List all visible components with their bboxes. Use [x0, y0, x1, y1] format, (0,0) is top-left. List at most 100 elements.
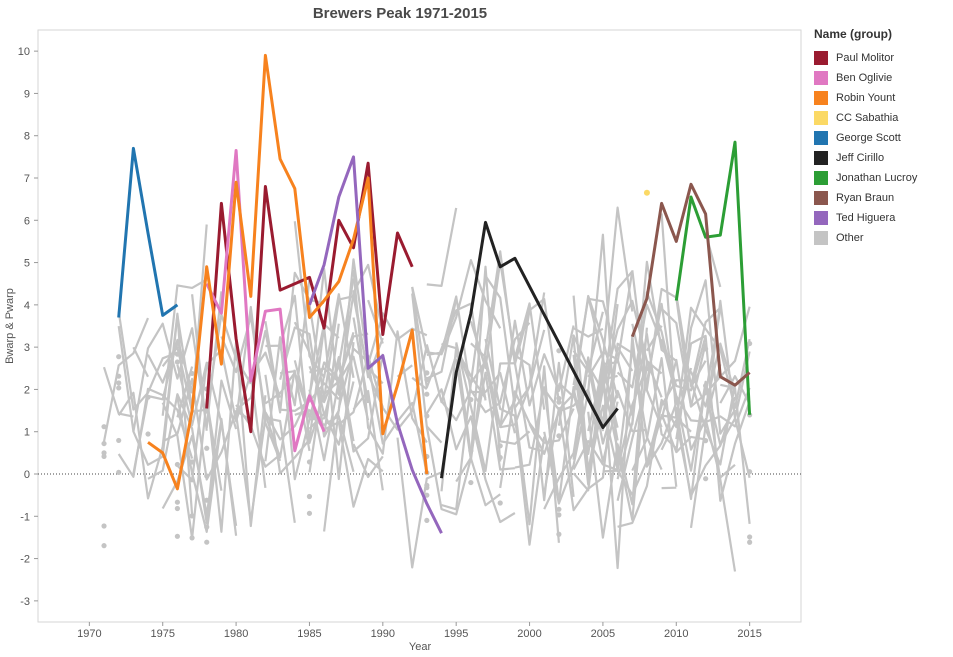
other-series-point	[424, 370, 430, 376]
other-series-line	[602, 460, 648, 496]
legend-label: Ted Higuera	[836, 212, 896, 224]
series-line	[205, 149, 326, 453]
other-series-point	[101, 450, 107, 456]
legend-item[interactable]: George Scott	[814, 128, 950, 148]
other-series-line	[117, 387, 194, 478]
other-series-line	[323, 409, 340, 532]
other-series-point	[204, 445, 210, 451]
other-series-line	[557, 303, 619, 426]
other-series-point	[145, 431, 151, 437]
legend-item[interactable]: Jonathan Lucroy	[814, 168, 950, 188]
other-series-point	[145, 394, 151, 400]
other-series-line	[675, 294, 722, 388]
x-tick-label: 1995	[444, 628, 468, 640]
y-tick-label: -3	[20, 596, 30, 608]
plot-frame	[37, 29, 802, 623]
other-series-line	[308, 374, 326, 473]
other-series-line	[689, 299, 751, 529]
other-series-line	[601, 342, 633, 479]
other-series-point	[189, 535, 195, 541]
y-tick-label: -2	[20, 554, 30, 566]
other-series-point	[101, 440, 107, 447]
other-series-line	[176, 397, 238, 534]
series-line	[440, 220, 619, 479]
other-series-point	[174, 359, 180, 365]
series-line	[117, 146, 179, 318]
other-series-line	[176, 361, 223, 427]
other-series-point	[189, 477, 195, 483]
other-series-line	[352, 443, 384, 479]
x-tick-label: 1985	[297, 628, 321, 640]
legend-swatch	[814, 71, 828, 85]
other-series-line	[411, 293, 501, 516]
other-series-point	[101, 543, 107, 549]
other-series-line	[558, 294, 619, 399]
other-series-point	[101, 523, 107, 529]
other-series-line	[425, 388, 516, 524]
legend-item[interactable]: Robin Yount	[814, 88, 950, 108]
legend-label: CC Sabathia	[836, 112, 899, 124]
series-point	[643, 189, 650, 196]
other-series-point	[556, 512, 562, 518]
legend-item[interactable]: Ryan Braun	[814, 188, 950, 208]
series-line	[674, 140, 752, 415]
legend-item[interactable]: Jeff Cirillo	[814, 148, 950, 168]
other-series-line	[441, 342, 487, 399]
y-tick-label: 9	[24, 88, 30, 100]
other-series-line	[660, 279, 736, 454]
other-series-line	[396, 437, 442, 569]
legend-label: Ryan Braun	[836, 192, 895, 204]
other-series-point	[556, 531, 562, 537]
other-series-line	[543, 407, 604, 512]
other-series-line	[587, 327, 648, 539]
x-tick-label: 1990	[371, 628, 395, 640]
other-series-line	[308, 263, 384, 399]
legend-label: Other	[836, 232, 864, 244]
legend: Name (group) Paul Molitor Ben Oglivie Robi…	[814, 27, 950, 248]
other-series-point	[204, 539, 210, 545]
x-axis: 1970 1975 1980 1985 1990 1995 2000 2005 2010 2015	[77, 622, 762, 640]
other-series-line	[601, 360, 663, 522]
other-series-point	[556, 399, 562, 405]
y-tick-label: 7	[24, 173, 30, 185]
other-series-line	[631, 357, 678, 487]
other-series-point	[468, 479, 474, 486]
x-tick-label: 1980	[224, 628, 248, 640]
x-tick-label: 1970	[77, 628, 101, 640]
other-series-point	[556, 506, 562, 512]
other-series-point	[116, 385, 122, 391]
other-series-line	[704, 306, 751, 395]
other-series-point	[306, 459, 313, 465]
other-series-line	[441, 360, 531, 511]
other-series-line	[528, 388, 619, 463]
other-series-point	[497, 500, 503, 506]
y-tick-label: 6	[24, 215, 30, 227]
legend-item[interactable]: Ben Oglivie	[814, 68, 950, 88]
other-series-point	[747, 539, 753, 545]
other-series-line	[720, 383, 751, 525]
other-series-line	[514, 354, 575, 502]
other-series-point	[556, 395, 562, 402]
other-series-point	[116, 380, 122, 386]
other-series-point	[189, 370, 195, 377]
legend-item[interactable]: Paul Molitor	[814, 48, 950, 68]
other-series-line	[147, 379, 238, 525]
other-series-point	[424, 391, 430, 397]
other-series-line	[235, 271, 325, 414]
legend-item[interactable]: CC Sabathia	[814, 108, 950, 128]
legend-swatch	[814, 171, 828, 185]
other-series-line	[352, 389, 384, 491]
other-series-line	[616, 303, 707, 392]
other-series-point	[497, 454, 503, 461]
other-series-line	[264, 325, 355, 481]
other-series-line	[426, 298, 458, 380]
legend-item[interactable]: Ted Higuera	[814, 208, 950, 228]
legend-item[interactable]: Other	[814, 228, 950, 248]
legend-swatch	[814, 191, 828, 205]
other-series-line	[455, 265, 502, 483]
other-series-point	[556, 348, 562, 354]
other-series-point	[116, 437, 122, 444]
legend-swatch	[814, 111, 828, 125]
other-series-point	[703, 383, 709, 389]
